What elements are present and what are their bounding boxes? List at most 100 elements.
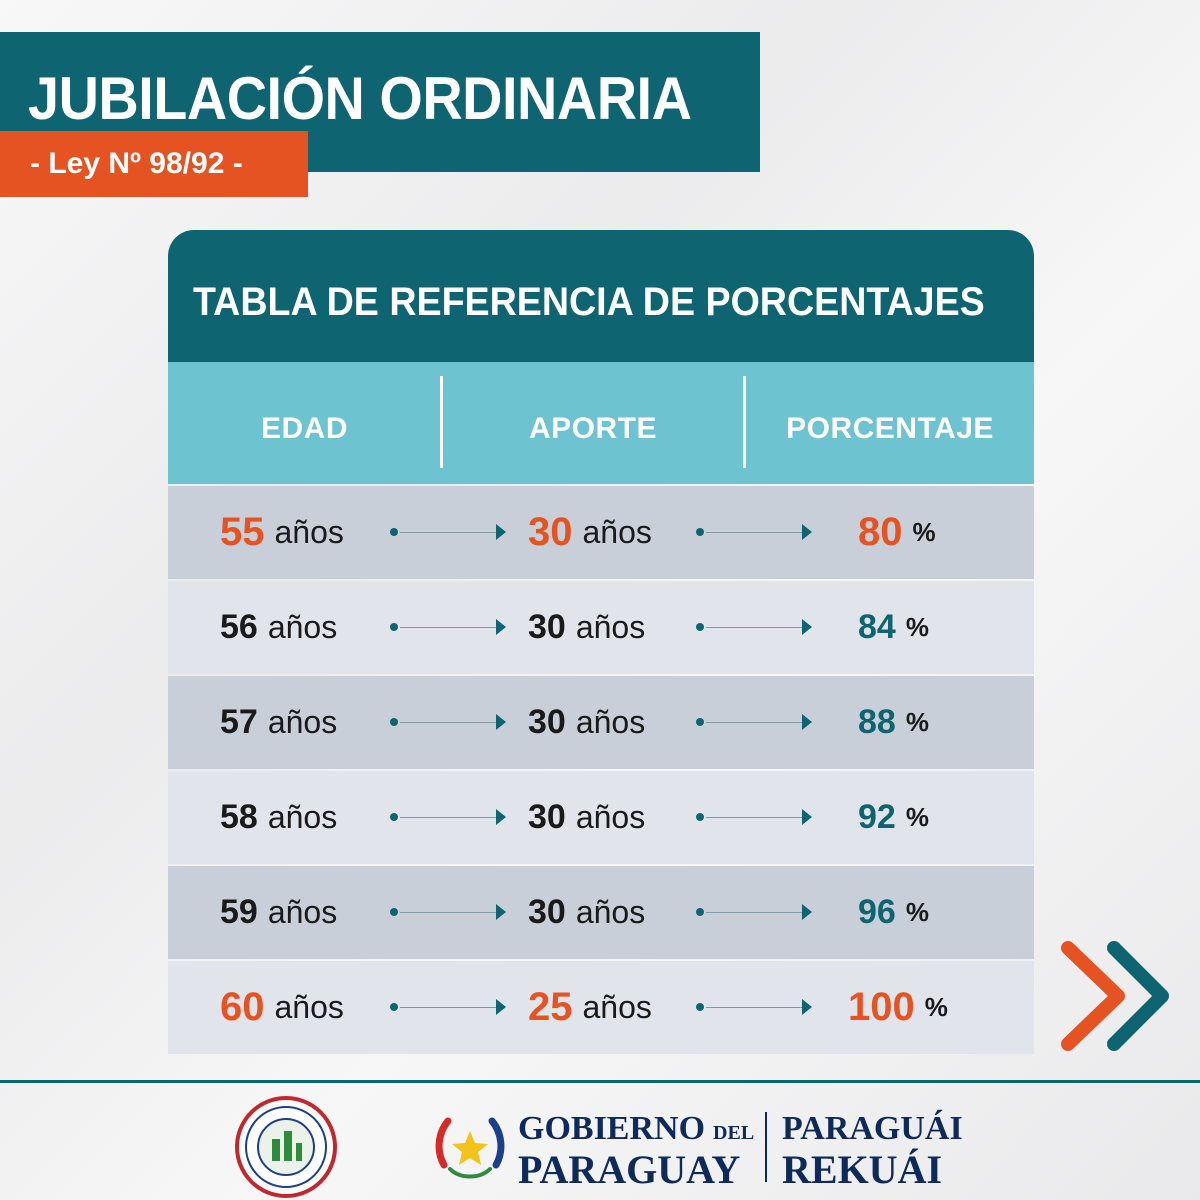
- table-title: TABLA DE REFERENCIA DE PORCENTAJES: [193, 280, 985, 324]
- porcentaje-unit: %: [905, 897, 929, 927]
- cell-edad: 60 años: [220, 961, 344, 1054]
- gov-gobierno: GOBIERNO: [518, 1110, 706, 1147]
- arrow-right-icon: [496, 809, 506, 825]
- column-divider: [743, 376, 746, 468]
- porcentaje-value: 92: [858, 798, 896, 836]
- cell-porcentaje: 80%: [858, 486, 936, 579]
- aporte-value: 30: [528, 608, 566, 646]
- gov-del: DEL: [713, 1122, 755, 1144]
- porcentaje-unit: %: [905, 802, 929, 832]
- cell-edad: 55 años: [220, 486, 344, 579]
- law-subtitle: - Ley Nº 98/92 -: [30, 147, 243, 180]
- connector-line: [400, 627, 496, 628]
- connector-dot: [390, 1003, 398, 1011]
- cell-porcentaje: 84%: [858, 581, 929, 674]
- table-row: 59 años 30 años 96%: [168, 866, 1034, 959]
- aporte-unit: años: [575, 704, 646, 740]
- cell-aporte: 30 años: [528, 486, 652, 579]
- cell-edad: 56 años: [220, 581, 337, 674]
- porcentaje-value: 96: [858, 893, 896, 931]
- arrow-right-icon: [496, 524, 506, 540]
- connector-dot: [390, 528, 398, 536]
- connector-dot: [696, 908, 704, 916]
- porcentaje-value: 84: [858, 608, 896, 646]
- table-header: [168, 230, 1034, 362]
- porcentaje-unit: %: [905, 707, 929, 737]
- porcentaje-unit: %: [924, 992, 948, 1022]
- gov-name-line1: GOBIERNO DEL: [518, 1110, 754, 1148]
- connector-line: [400, 817, 496, 818]
- edad-value: 57: [220, 703, 258, 741]
- aporte-value: 30: [528, 798, 566, 836]
- table-row: 58 años 30 años 92%: [168, 771, 1034, 864]
- connector-dot: [390, 623, 398, 631]
- cell-aporte: 30 años: [528, 866, 645, 959]
- connector-line: [400, 912, 496, 913]
- table-row: 56 años 30 años 84%: [168, 581, 1034, 674]
- arrow-right-icon: [496, 999, 506, 1015]
- edad-unit: años: [274, 989, 344, 1025]
- aporte-value: 30: [528, 893, 566, 931]
- edad-unit: años: [274, 514, 344, 550]
- edad-value: 58: [220, 798, 258, 836]
- edad-unit: años: [267, 704, 338, 740]
- column-header-aporte: APORTE: [528, 412, 657, 445]
- cell-porcentaje: 96%: [858, 866, 929, 959]
- cell-edad: 58 años: [220, 771, 337, 864]
- edad-value: 56: [220, 608, 258, 646]
- table-row: 57 años 30 años 88%: [168, 676, 1034, 769]
- arrow-right-icon: [802, 714, 812, 730]
- slogan-line2: REKUÁI: [782, 1147, 943, 1192]
- connector-dot: [390, 718, 398, 726]
- column-header-edad: EDAD: [260, 412, 348, 445]
- footer-divider: [0, 1080, 1200, 1083]
- connector-line: [706, 1007, 802, 1008]
- arrow-right-icon: [802, 904, 812, 920]
- aporte-unit: años: [575, 609, 646, 645]
- edad-unit: años: [267, 799, 338, 835]
- porcentaje-unit: %: [912, 517, 936, 547]
- cell-aporte: 30 años: [528, 581, 645, 674]
- chevron-teal: [1107, 941, 1169, 1051]
- connector-dot: [696, 718, 704, 726]
- footer-logo-divider: [765, 1112, 767, 1182]
- arrow-right-icon: [496, 619, 506, 635]
- slogan-line1: PARAGUÁI: [782, 1110, 963, 1147]
- paraguay-flag-emblem: [435, 1117, 505, 1179]
- arrow-right-icon: [802, 524, 812, 540]
- connector-line: [706, 722, 802, 723]
- connector-line: [706, 912, 802, 913]
- aporte-unit: años: [582, 989, 652, 1025]
- column-header-porcentaje: PORCENTAJE: [786, 412, 994, 445]
- double-chevron-right-icon[interactable]: [1052, 938, 1172, 1058]
- cell-porcentaje: 92%: [858, 771, 929, 864]
- aporte-unit: años: [575, 799, 646, 835]
- porcentaje-value: 100: [848, 985, 915, 1029]
- page-title: JUBILACIÓN ORDINARIA: [28, 65, 692, 132]
- connector-dot: [696, 528, 704, 536]
- cell-porcentaje: 88%: [858, 676, 929, 769]
- cell-aporte: 25 años: [528, 961, 652, 1054]
- aporte-value: 25: [528, 985, 573, 1029]
- connector-dot: [696, 813, 704, 821]
- aporte-unit: años: [582, 514, 652, 550]
- connector-dot: [390, 908, 398, 916]
- connector-dot: [696, 623, 704, 631]
- law-banner: [0, 131, 308, 197]
- arrow-right-icon: [802, 999, 812, 1015]
- aporte-value: 30: [528, 510, 573, 554]
- cell-edad: 57 años: [220, 676, 337, 769]
- aporte-unit: años: [575, 894, 646, 930]
- cell-edad: 59 años: [220, 866, 337, 959]
- edad-unit: años: [267, 894, 338, 930]
- edad-unit: años: [267, 609, 338, 645]
- connector-line: [706, 817, 802, 818]
- table-row: 55 años 30 años 80%: [168, 486, 1034, 579]
- arrow-right-icon: [496, 714, 506, 730]
- chevron-orange: [1061, 941, 1125, 1051]
- arrow-right-icon: [802, 619, 812, 635]
- arrow-right-icon: [496, 904, 506, 920]
- edad-value: 60: [220, 985, 265, 1029]
- porcentaje-unit: %: [905, 612, 929, 642]
- connector-dot: [390, 813, 398, 821]
